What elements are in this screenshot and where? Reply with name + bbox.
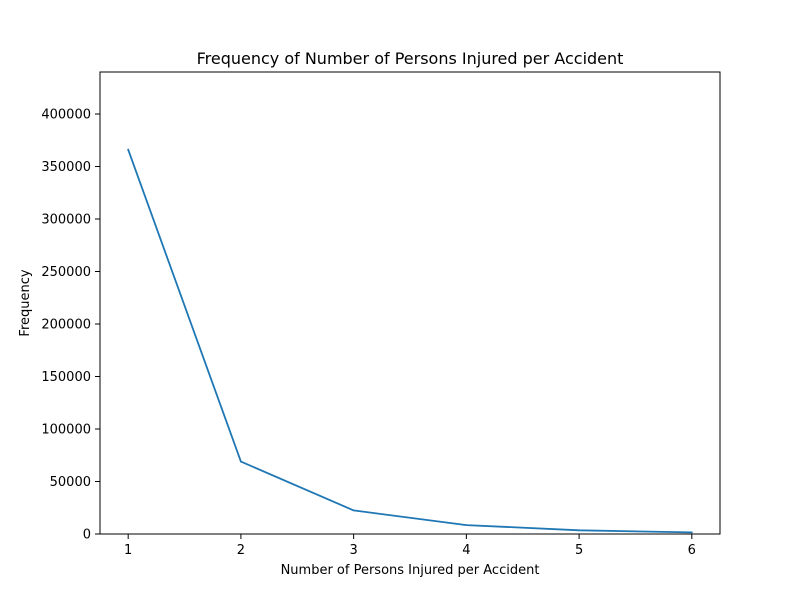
x-tick-label: 2	[237, 543, 245, 558]
series-line	[127, 148, 693, 534]
data-point	[578, 529, 580, 532]
y-tick-label: 250000	[41, 265, 91, 280]
y-tick-label: 200000	[41, 318, 91, 333]
x-axis-ticks: 1 2 3 4 5 6	[124, 534, 696, 558]
data-point	[465, 524, 468, 526]
x-tick-label: 3	[349, 543, 357, 558]
data-point	[240, 460, 242, 463]
y-tick-label: 350000	[41, 160, 91, 175]
y-tick-label: 150000	[41, 370, 91, 385]
y-axis-ticks: 0 50000 100000 150000 200000 250000 300000 3500…	[41, 108, 100, 543]
y-tick-label: 300000	[41, 213, 91, 228]
x-axis-label: Number of Persons Injured per Accident	[281, 563, 540, 578]
y-tick-label: 0	[83, 528, 91, 543]
x-tick-label: 5	[575, 543, 583, 558]
series-points	[127, 148, 693, 534]
x-tick-label: 4	[462, 543, 470, 558]
y-axis-label: Frequency	[18, 269, 33, 336]
chart-title: Frequency of Number of Persons Injured p…	[197, 49, 624, 68]
plot-frame	[99, 71, 721, 535]
data-point	[127, 148, 130, 151]
x-tick-label: 1	[124, 543, 132, 558]
y-tick-label: 100000	[41, 423, 91, 438]
y-tick-label: 50000	[50, 475, 91, 490]
y-tick-label: 400000	[41, 108, 91, 123]
data-point	[352, 509, 355, 512]
x-tick-label: 6	[688, 543, 696, 558]
data-point	[690, 531, 693, 534]
